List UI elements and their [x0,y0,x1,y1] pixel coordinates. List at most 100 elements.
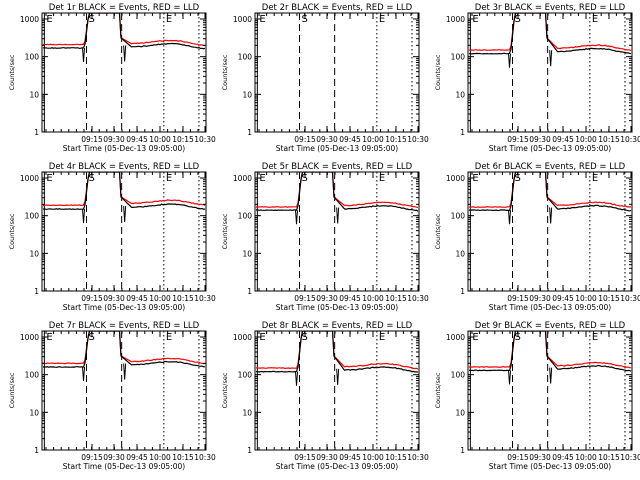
lld-series-line [468,172,631,208]
x-tick-label: 10:15 [385,294,407,303]
y-tick-label: 1000 [233,174,252,183]
x-tick-label: 09:45 [339,453,361,462]
event-marker-label: E [472,14,478,25]
x-axis-label: Start Time (05-Dec-13 09:05:00) [489,462,611,471]
y-tick-label: 10 [455,408,465,417]
x-tick-label: 10:15 [598,453,620,462]
x-tick-label: 09:30 [316,135,338,144]
event-marker-label: E [472,332,478,343]
lld-series-line [43,13,205,47]
y-tick-label: 1 [34,287,39,296]
event-marker-label: E [592,14,598,25]
lld-series-line [468,13,632,52]
x-tick-label: 10:30 [620,453,640,462]
event-marker-label: S [302,332,308,343]
lld-series-line [255,331,419,370]
x-tick-label: 10:30 [620,294,640,303]
x-tick-label: 09:45 [552,294,574,303]
events-dip [508,370,512,385]
axes-box [254,171,420,292]
x-tick-label: 09:45 [126,135,148,144]
y-axis-label: Counts/sec [8,213,16,249]
x-axis-label: Start Time (05-Dec-13 09:05:00) [63,144,185,153]
x-tick-label: 09:30 [529,294,551,303]
x-tick-label: 09:45 [126,453,148,462]
event-marker-label: E [379,332,385,343]
event-marker-label: E [592,173,598,184]
y-tick-label: 100 [25,371,40,380]
event-marker-label: S [89,14,95,25]
plot-area [42,331,205,450]
chart-title: Det 7r BLACK = Events, RED = LLD [49,321,200,331]
x-tick-label: 09:30 [103,453,125,462]
events-series-line [42,172,206,210]
event-marker-label: S [89,332,95,343]
plot-area [468,13,632,132]
y-axis-label: Counts/sec [434,372,442,408]
x-tick-label: 09:30 [316,453,338,462]
events-dip [295,371,299,386]
y-tick-label: 1 [247,128,252,137]
y-axis-label: Counts/sec [8,372,16,408]
x-tick-label: 09:15 [294,294,316,303]
x-tick-label: 09:30 [316,294,338,303]
lld-series-line [468,331,632,369]
events-dip [336,207,340,224]
event-marker-label: E [472,173,478,184]
x-tick-label: 09:30 [529,453,551,462]
y-tick-label: 1 [247,287,252,296]
x-tick-label: 10:00 [575,135,597,144]
events-dip [549,50,553,67]
x-axis-label: Start Time (05-Dec-13 09:05:00) [63,303,185,312]
y-axis-label: Counts/sec [221,372,229,408]
x-tick-label: 09:30 [529,135,551,144]
x-tick-label: 09:45 [552,453,574,462]
plot-area [468,331,632,450]
x-tick-label: 10:00 [362,135,384,144]
y-tick-label: 10 [242,249,252,258]
events-dip [123,45,127,62]
events-dip [336,368,340,385]
y-tick-label: 10 [242,90,252,99]
chart-title: Det 3r BLACK = Events, RED = LLD [475,3,626,13]
y-axis-label: Counts/sec [434,213,442,249]
x-tick-label: 09:45 [339,135,361,144]
x-axis-label: Start Time (05-Dec-13 09:05:00) [489,303,611,312]
y-tick-label: 100 [25,212,40,221]
y-tick-label: 100 [451,371,466,380]
y-tick-label: 1000 [446,174,465,183]
x-tick-label: 10:30 [407,135,429,144]
events-dip [295,210,299,225]
event-marker-label: E [166,332,172,343]
x-tick-label: 10:15 [172,453,194,462]
chart-title: Det 1r BLACK = Events, RED = LLD [49,3,200,13]
event-marker-label: S [515,14,521,25]
y-tick-label: 100 [238,53,253,62]
plot-area [255,172,419,291]
axes-box [254,12,420,133]
y-tick-label: 1000 [20,15,39,24]
events-series-line [255,331,419,373]
y-tick-label: 10 [29,90,39,99]
x-tick-label: 10:00 [149,135,171,144]
chart-title: Det 5r BLACK = Events, RED = LLD [262,162,413,172]
y-tick-label: 100 [25,53,40,62]
x-tick-label: 09:15 [81,135,103,144]
events-dip [82,47,86,63]
chart-title: Det 4r BLACK = Events, RED = LLD [49,162,200,172]
event-marker-label: S [302,14,308,25]
plot-area [42,172,206,291]
event-marker-label: E [166,14,172,25]
events-dip [82,366,86,382]
x-tick-label: 09:30 [103,135,125,144]
x-tick-label: 09:30 [103,294,125,303]
x-tick-label: 09:15 [294,453,316,462]
events-dip [123,363,127,380]
y-tick-label: 10 [29,249,39,258]
